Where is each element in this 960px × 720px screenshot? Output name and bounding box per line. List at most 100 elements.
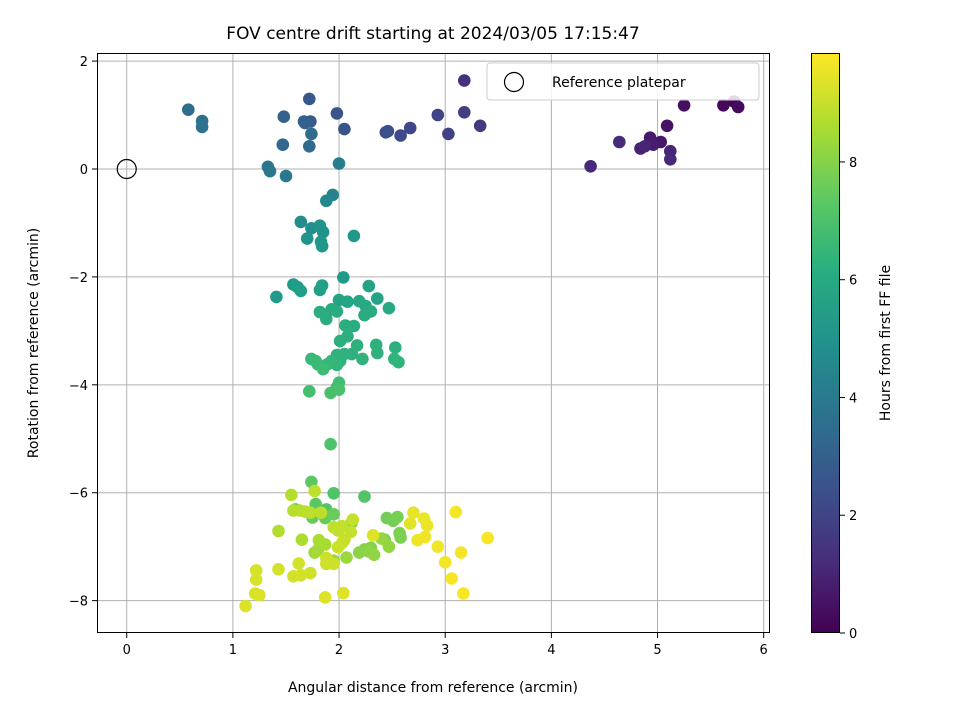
data-point — [308, 484, 321, 498]
data-point — [332, 157, 346, 170]
data-point — [389, 341, 402, 354]
data-point — [445, 572, 458, 585]
data-point — [272, 563, 285, 576]
data-point — [394, 129, 407, 142]
y-tick-label: −4 — [69, 379, 88, 394]
data-point — [313, 283, 327, 297]
colorbar-tick-label: 8 — [849, 156, 857, 171]
data-point — [270, 290, 283, 304]
legend-reference-marker — [503, 71, 525, 93]
y-ticks: 2 0 −2 −4 −6 −8 — [69, 55, 97, 610]
data-point — [664, 153, 677, 166]
data-point — [403, 121, 417, 135]
data-point — [276, 138, 290, 151]
data-point — [330, 107, 344, 120]
y-tick-label: −2 — [69, 271, 88, 286]
data-point — [303, 140, 316, 153]
legend: Reference platepar — [486, 62, 760, 101]
x-tick-label: 1 — [229, 643, 237, 658]
data-point — [292, 557, 306, 570]
data-point — [327, 487, 341, 500]
data-point — [392, 355, 405, 369]
data-points — [182, 74, 745, 613]
colorbar-frame — [811, 53, 840, 633]
data-point — [320, 194, 333, 208]
data-point — [347, 229, 361, 243]
data-point — [312, 533, 326, 547]
data-point — [320, 557, 333, 571]
data-point — [304, 566, 317, 580]
data-point — [371, 292, 384, 305]
data-point — [300, 232, 314, 245]
data-point — [438, 556, 452, 569]
data-point — [458, 74, 471, 87]
reference-marker-group — [116, 158, 137, 180]
y-tick-label: 0 — [80, 163, 88, 178]
data-point — [362, 279, 376, 293]
data-point — [457, 587, 470, 600]
colorbar-tick-label: 2 — [849, 509, 857, 524]
x-tick-label: 2 — [335, 643, 343, 658]
data-point — [407, 506, 420, 519]
data-point — [272, 524, 285, 538]
colorbar-tick-label: 4 — [849, 391, 857, 406]
reference-platepar-marker — [116, 158, 137, 180]
data-point — [458, 106, 471, 119]
data-point — [613, 135, 626, 149]
colorbar — [811, 53, 840, 633]
data-point — [403, 517, 417, 530]
data-point — [249, 564, 263, 577]
x-tick-label: 5 — [653, 643, 661, 658]
data-point — [331, 540, 345, 554]
data-point — [295, 533, 309, 546]
data-point — [371, 346, 384, 360]
x-axis-label: Angular distance from reference (arcmin) — [288, 680, 578, 696]
data-point — [731, 100, 745, 114]
data-point — [481, 531, 495, 545]
data-point — [382, 301, 396, 315]
colorbar-ticks: 0 2 4 6 8 — [840, 156, 857, 642]
data-point — [347, 319, 361, 333]
data-point — [304, 506, 317, 519]
data-point — [382, 540, 396, 553]
data-point — [411, 533, 424, 547]
legend-box — [486, 62, 760, 101]
data-point — [313, 305, 327, 319]
data-point — [431, 108, 445, 122]
data-point — [239, 599, 252, 613]
x-ticks: 0 1 2 3 4 5 6 — [123, 633, 768, 658]
plot-frame — [97, 53, 770, 633]
data-point — [358, 490, 371, 503]
data-point — [717, 99, 730, 112]
colorbar-tick-label: 6 — [849, 274, 857, 289]
data-point — [294, 215, 308, 229]
data-point — [309, 354, 323, 368]
data-point — [660, 119, 674, 133]
data-point — [324, 437, 337, 451]
x-tick-label: 6 — [760, 643, 768, 658]
data-point — [195, 120, 209, 134]
data-point — [366, 529, 380, 542]
data-point — [442, 127, 455, 141]
colorbar-label: Hours from first FF file — [878, 265, 894, 421]
data-point — [337, 586, 350, 600]
data-point — [182, 103, 195, 116]
data-point — [337, 271, 350, 284]
data-point — [279, 169, 293, 183]
data-point — [314, 506, 328, 519]
data-point — [287, 570, 300, 583]
data-point — [346, 513, 360, 526]
data-point — [352, 546, 366, 559]
data-point — [327, 508, 341, 521]
data-point — [340, 551, 353, 564]
data-point — [298, 116, 312, 130]
data-point — [318, 591, 332, 604]
data-point — [303, 92, 316, 106]
data-point — [316, 362, 330, 376]
y-tick-label: −6 — [69, 487, 88, 502]
data-point — [677, 99, 691, 112]
data-point — [338, 122, 351, 136]
data-point — [305, 127, 318, 141]
data-point — [249, 573, 263, 586]
